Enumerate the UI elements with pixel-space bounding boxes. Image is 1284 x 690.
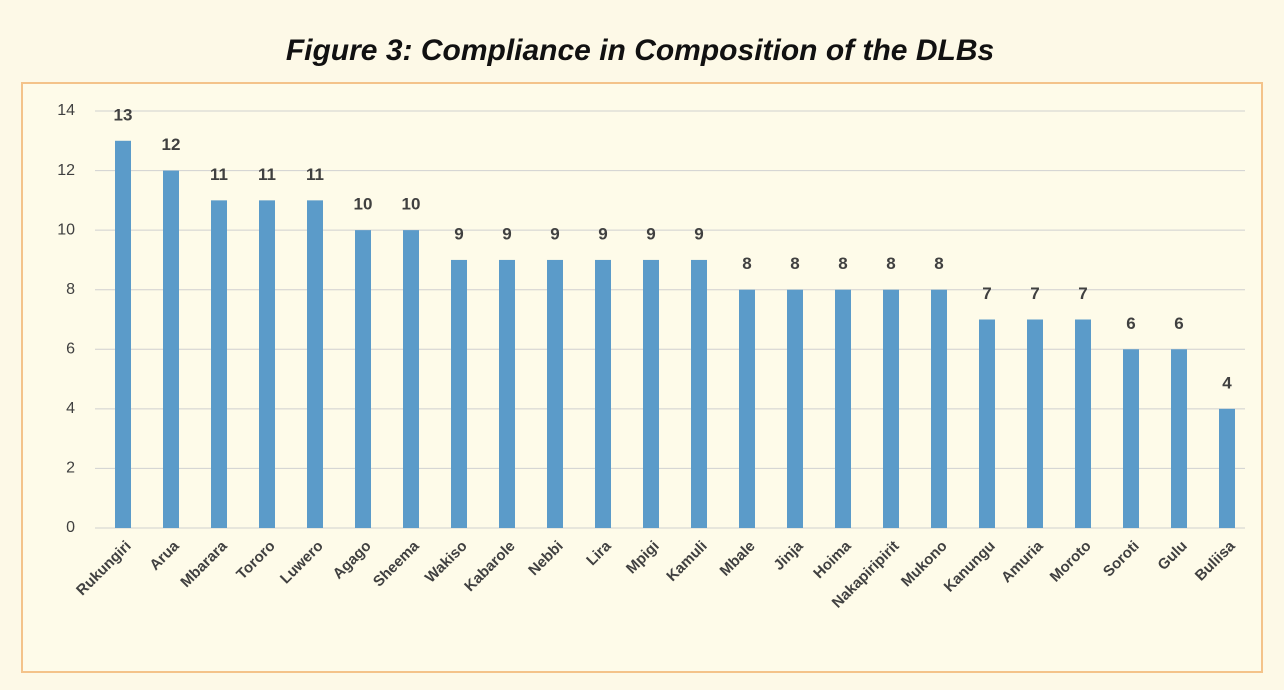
data-label: 9	[598, 224, 607, 243]
bar	[451, 259, 467, 528]
bar	[307, 200, 323, 528]
data-label: 8	[742, 254, 751, 273]
bar	[595, 259, 611, 528]
bar	[499, 259, 515, 528]
chart-title: Figure 3: Compliance in Composition of t…	[286, 34, 994, 67]
data-label: 11	[210, 165, 228, 184]
bar	[115, 140, 131, 529]
data-label: 12	[162, 135, 181, 154]
bar	[1123, 349, 1139, 528]
y-tick-label: 8	[66, 281, 75, 298]
data-label: 8	[934, 254, 943, 273]
bar	[739, 289, 755, 528]
y-tick-label: 2	[66, 460, 75, 477]
data-label: 9	[694, 224, 703, 243]
bar	[163, 170, 179, 529]
y-tick-label: 10	[57, 221, 75, 238]
bar	[1027, 319, 1043, 528]
bar	[931, 289, 947, 528]
data-label: 6	[1126, 314, 1135, 333]
y-tick-label: 6	[66, 341, 75, 358]
data-label: 4	[1222, 373, 1232, 392]
data-label: 10	[354, 195, 373, 214]
data-label: 9	[550, 224, 559, 243]
data-label: 7	[982, 284, 991, 303]
data-label: 7	[1078, 284, 1087, 303]
data-label: 11	[258, 165, 276, 184]
bar	[1171, 349, 1187, 528]
data-label: 13	[114, 105, 133, 124]
data-label: 10	[402, 195, 421, 214]
bar	[787, 289, 803, 528]
data-label: 8	[886, 254, 895, 273]
data-label: 8	[838, 254, 847, 273]
y-tick-label: 12	[57, 162, 75, 179]
chart-frame	[21, 82, 1263, 673]
bar	[259, 200, 275, 528]
data-label: 11	[306, 165, 324, 184]
data-label: 8	[790, 254, 799, 273]
bar	[835, 289, 851, 528]
bar	[1075, 319, 1091, 528]
y-tick-label: 14	[57, 102, 75, 119]
y-tick-label: 4	[66, 400, 75, 417]
bar	[547, 259, 563, 528]
bar	[691, 259, 707, 528]
bar	[643, 259, 659, 528]
data-label: 9	[502, 224, 511, 243]
bar	[979, 319, 995, 528]
data-label: 6	[1174, 314, 1183, 333]
bar	[1219, 408, 1235, 528]
bar	[355, 230, 371, 528]
y-tick-label: 0	[66, 519, 75, 536]
data-label: 7	[1030, 284, 1039, 303]
bar	[403, 230, 419, 528]
bar	[211, 200, 227, 528]
data-label: 9	[646, 224, 655, 243]
bar	[883, 289, 899, 528]
data-label: 9	[454, 224, 463, 243]
